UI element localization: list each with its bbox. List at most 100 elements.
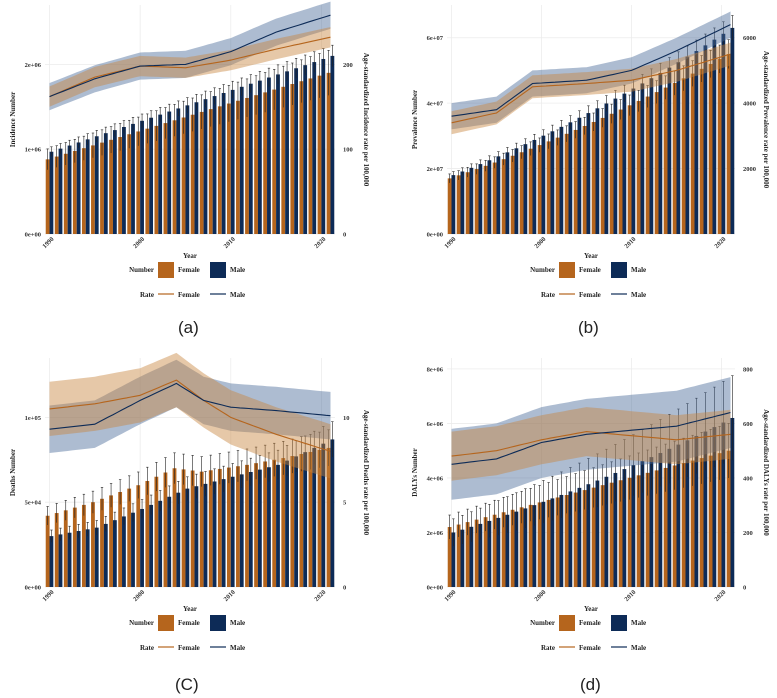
y-right-tick-label: 400 (743, 475, 753, 482)
x-tick-label: 1990 (41, 589, 55, 603)
bar-male-1992 (469, 167, 474, 234)
bar-female-2004 (573, 129, 578, 234)
bar-male-2019 (712, 427, 717, 587)
bar-female-1991 (456, 524, 461, 587)
y-right-tick-label: 6000 (743, 35, 756, 42)
bar-male-2011 (640, 461, 645, 587)
bar-male-1998 (122, 126, 126, 234)
chart-panel-3: 0e+00 2e+06 4e+06 6e+06 8e+06 0 200 400 600 800 19… (411, 358, 770, 652)
bar-female-2020 (717, 453, 722, 587)
bar-male-1995 (496, 517, 501, 587)
rate-ribbon-male (451, 377, 731, 500)
bar-male-2010 (631, 88, 636, 234)
bar-female-2014 (663, 467, 668, 587)
bar-female-1995 (91, 145, 95, 234)
bar-female-2002 (154, 125, 159, 234)
bar-female-2010 (627, 105, 632, 234)
bar-female-2019 (308, 451, 313, 587)
bar-male-2017 (294, 456, 299, 587)
bar-male-1997 (514, 148, 519, 234)
bar-male-2004 (577, 487, 582, 587)
rate-line-female (451, 431, 731, 457)
bar-male-2019 (712, 39, 717, 235)
bar-male-2014 (667, 448, 672, 587)
bar-female-1991 (54, 513, 59, 587)
bar-female-1992 (63, 153, 68, 234)
y-left-axis-title: Prevalence Number (411, 90, 419, 149)
legend-number-female-label: Female (579, 619, 601, 627)
bar-male-1998 (523, 508, 528, 587)
rate-line-female (49, 36, 331, 98)
x-axis-title: Year (584, 252, 598, 260)
bar-female-2015 (672, 465, 677, 587)
x-tick-label: 2020 (313, 589, 327, 603)
bar-male-2008 (212, 96, 217, 234)
bar-female-1991 (54, 156, 59, 234)
bar-female-1999 (528, 148, 533, 234)
bar-male-2001 (550, 131, 555, 234)
legend-rate-title: Rate (140, 644, 154, 652)
bar-female-2008 (208, 109, 213, 234)
legend-rate-female-label: Female (579, 291, 601, 299)
bar-male-2017 (294, 68, 299, 235)
legend-rate-title: Rate (541, 291, 555, 299)
legend-number-title: Number (129, 266, 154, 274)
bar-male-2010 (230, 476, 235, 587)
y-right-tick-label: 2000 (743, 166, 756, 173)
bar-female-1993 (72, 150, 77, 234)
bar-female-1994 (483, 165, 488, 234)
legend-rate-female-label: Female (178, 291, 200, 299)
bar-male-2008 (212, 481, 217, 587)
rate-line-male (49, 14, 331, 98)
legend-number-title: Number (129, 619, 154, 627)
bar-male-2014 (267, 77, 271, 234)
y-right-axis-title: Age-standardized DALYs rate per 100,000 (762, 409, 770, 536)
bar-female-2000 (537, 502, 542, 587)
x-tick-label: 2020 (713, 589, 727, 603)
bar-male-2002 (559, 494, 564, 587)
x-tick-label: 2010 (223, 589, 237, 603)
rate-line-female (451, 53, 731, 124)
bar-female-1994 (483, 517, 488, 587)
bar-female-2012 (645, 472, 650, 587)
bar-female-2000 (136, 131, 141, 234)
bar-female-2002 (555, 137, 560, 234)
bar-female-1996 (100, 142, 104, 234)
rate-line-male (451, 24, 731, 117)
bar-male-1999 (131, 123, 135, 234)
bar-male-2003 (167, 496, 172, 587)
y-left-tick-label: 4e+07 (427, 101, 444, 108)
bar-male-1991 (58, 534, 63, 587)
x-tick-label: 2000 (533, 236, 547, 250)
bar-male-2020 (721, 33, 726, 235)
rate-ribbon-male (49, 1, 331, 111)
y-left-tick-label: 2e+06 (427, 530, 444, 537)
rate-ribbon-male (49, 359, 331, 453)
bar-female-2016 (681, 463, 686, 587)
bar-female-2003 (564, 495, 569, 587)
panel-label-a: (a) (178, 318, 199, 337)
bar-male-1993 (478, 523, 483, 587)
legend-rate-title: Rate (140, 291, 154, 299)
legend-rate-title: Rate (541, 644, 555, 652)
bar-male-2005 (185, 488, 190, 587)
bar-female-2015 (672, 82, 677, 234)
chart-panel-1: 0e+00 2e+07 4e+07 6e+07 2000 4000 6000 1990 2000… (411, 5, 770, 299)
legend-number-male-label: Male (230, 619, 245, 627)
y-right-tick-label: 200 (743, 530, 753, 537)
rate-line-male (451, 411, 731, 465)
bar-female-1990 (447, 527, 452, 587)
bar-male-2018 (703, 45, 708, 234)
bar-female-2013 (254, 95, 258, 234)
bar-male-2006 (595, 480, 600, 587)
y-left-tick-label: 0e+00 (427, 585, 443, 592)
bar-male-2005 (185, 105, 190, 235)
bar-male-2015 (276, 74, 280, 234)
bar-male-2004 (176, 108, 181, 234)
bar-female-2005 (582, 490, 587, 587)
bar-female-2002 (154, 476, 159, 587)
legend-rate-male-label: Male (230, 644, 245, 652)
legend-number-female-label: Female (178, 266, 200, 274)
bar-female-2013 (654, 470, 659, 587)
bar-male-1994 (85, 529, 90, 587)
